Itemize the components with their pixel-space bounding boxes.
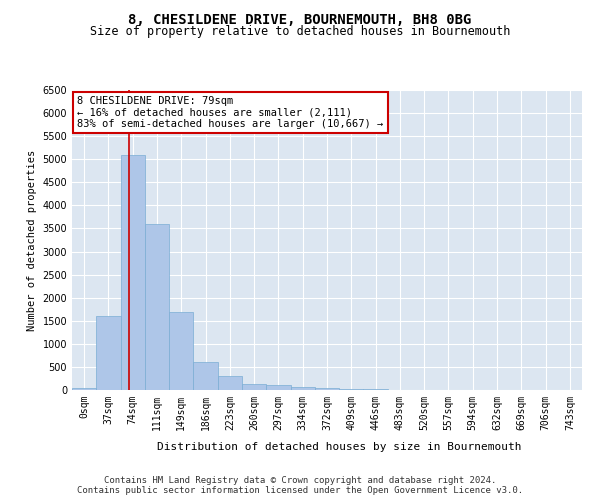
Bar — [242, 384, 266, 390]
Bar — [290, 387, 315, 390]
Bar — [315, 388, 339, 390]
Bar — [364, 389, 388, 390]
Bar — [169, 312, 193, 390]
Text: Distribution of detached houses by size in Bournemouth: Distribution of detached houses by size … — [157, 442, 521, 452]
Text: 8, CHESILDENE DRIVE, BOURNEMOUTH, BH8 0BG: 8, CHESILDENE DRIVE, BOURNEMOUTH, BH8 0B… — [128, 12, 472, 26]
Bar — [193, 362, 218, 390]
Y-axis label: Number of detached properties: Number of detached properties — [27, 150, 37, 330]
Text: Contains HM Land Registry data © Crown copyright and database right 2024.
Contai: Contains HM Land Registry data © Crown c… — [77, 476, 523, 495]
Text: 8 CHESILDENE DRIVE: 79sqm
← 16% of detached houses are smaller (2,111)
83% of se: 8 CHESILDENE DRIVE: 79sqm ← 16% of detac… — [77, 96, 383, 129]
Bar — [72, 388, 96, 390]
Text: Size of property relative to detached houses in Bournemouth: Size of property relative to detached ho… — [90, 25, 510, 38]
Bar — [266, 386, 290, 390]
Bar — [145, 224, 169, 390]
Bar — [339, 388, 364, 390]
Bar — [121, 154, 145, 390]
Bar — [218, 376, 242, 390]
Bar — [96, 316, 121, 390]
